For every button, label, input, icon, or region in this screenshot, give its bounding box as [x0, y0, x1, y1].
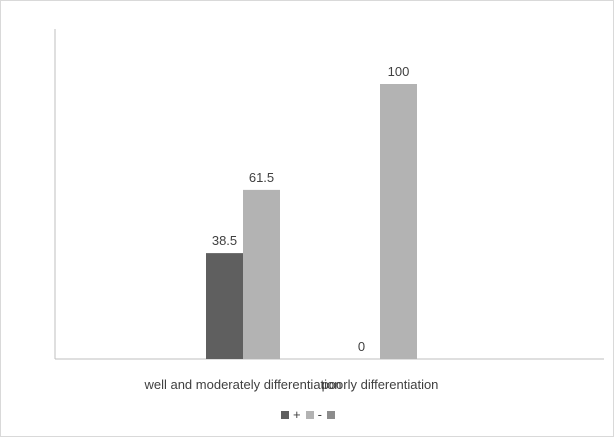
bar-minus-0 — [243, 189, 280, 359]
legend-item-0: + — [281, 408, 301, 421]
chart-category-labels: well and moderately differentiationpoorl… — [143, 377, 438, 392]
category-label-0: well and moderately differentiation — [143, 377, 341, 392]
legend-swatch-0 — [281, 410, 290, 419]
bar-minus-1 — [380, 84, 417, 359]
legend-item-2 — [326, 410, 335, 419]
category-label-1: poorly differentiation — [322, 377, 439, 392]
legend-swatch-1 — [305, 410, 314, 419]
bar-plus-0 — [206, 253, 243, 359]
data-label-minus-0: 61.5 — [249, 170, 274, 185]
chart-axes — [54, 29, 604, 360]
legend-item-1: - — [305, 407, 322, 422]
data-label-plus-0: 38.5 — [212, 233, 237, 248]
legend-label-1: - — [317, 407, 322, 422]
legend-label-0: + — [293, 407, 301, 422]
chart-legend: + - — [1, 408, 614, 421]
chart-bars — [206, 84, 417, 359]
data-label-plus-1: 0 — [358, 339, 365, 354]
data-label-minus-1: 100 — [388, 64, 410, 79]
chart-data-labels: 38.5 61.5 0 100 — [212, 64, 410, 354]
legend-swatch-2 — [326, 410, 335, 419]
